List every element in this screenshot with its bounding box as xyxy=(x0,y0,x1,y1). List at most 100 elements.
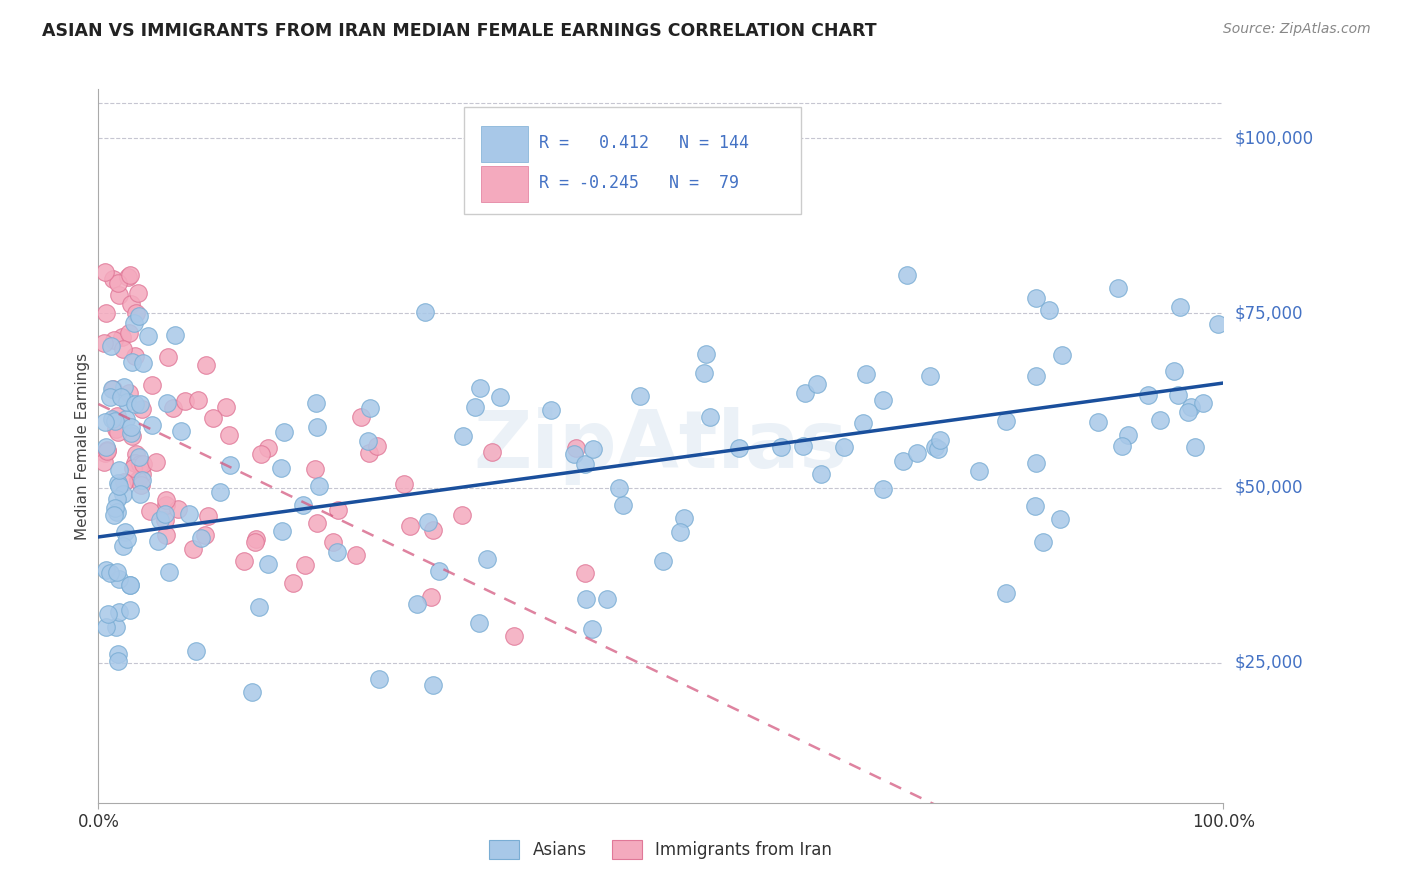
Point xyxy=(141,417,163,432)
Point xyxy=(181,541,204,556)
Point xyxy=(1167,387,1189,401)
Point xyxy=(117,533,139,547)
Point xyxy=(94,563,117,577)
Point xyxy=(103,272,125,286)
Text: $75,000: $75,000 xyxy=(1234,304,1303,322)
Point xyxy=(540,403,562,417)
Point xyxy=(153,508,176,522)
Point xyxy=(1025,456,1047,470)
Point xyxy=(124,349,146,363)
Point xyxy=(392,477,415,491)
Point xyxy=(105,409,128,424)
Point xyxy=(128,487,150,501)
Point xyxy=(107,476,129,491)
Point xyxy=(359,401,381,416)
Point xyxy=(93,335,115,350)
Point xyxy=(405,597,427,611)
Point xyxy=(110,390,132,404)
Point xyxy=(344,548,367,562)
Point xyxy=(111,343,134,357)
Point xyxy=(468,381,491,395)
Point xyxy=(155,513,177,527)
Point xyxy=(187,393,209,408)
Point xyxy=(1038,302,1060,317)
Point xyxy=(450,508,472,522)
Point xyxy=(131,401,153,416)
Point xyxy=(101,382,124,396)
Point xyxy=(98,566,121,580)
Point xyxy=(810,467,832,481)
Point xyxy=(924,440,946,454)
Point xyxy=(112,487,135,501)
Point xyxy=(927,442,949,456)
Point xyxy=(271,524,294,538)
Point xyxy=(124,456,146,470)
Point xyxy=(114,524,136,539)
Point xyxy=(699,409,721,424)
Point xyxy=(111,330,134,344)
Point xyxy=(693,366,716,380)
Point xyxy=(96,443,118,458)
Point xyxy=(240,684,263,698)
Point xyxy=(1025,292,1047,306)
Point xyxy=(163,328,186,343)
Point xyxy=(727,441,749,455)
Point xyxy=(146,534,169,549)
Point xyxy=(218,427,240,442)
Point xyxy=(481,445,503,459)
Point xyxy=(117,270,139,285)
Point xyxy=(108,605,131,619)
Point xyxy=(281,576,304,591)
Point xyxy=(132,458,155,472)
Point xyxy=(357,446,380,460)
Point xyxy=(304,462,326,476)
Point xyxy=(125,306,148,320)
Point xyxy=(291,499,314,513)
Point xyxy=(127,285,149,300)
Text: $50,000: $50,000 xyxy=(1234,479,1303,497)
Point xyxy=(129,457,152,471)
Point xyxy=(93,415,115,429)
Point xyxy=(195,358,218,372)
Point xyxy=(155,528,177,542)
Point xyxy=(118,578,141,592)
Point xyxy=(96,442,118,457)
Point xyxy=(368,673,391,687)
Point xyxy=(124,397,146,411)
Point xyxy=(107,425,129,439)
Point xyxy=(100,338,122,352)
Point xyxy=(581,623,603,637)
Point xyxy=(422,523,444,537)
Point xyxy=(97,607,120,622)
Point xyxy=(872,482,894,496)
Point xyxy=(1191,395,1213,409)
Point xyxy=(770,440,793,454)
Point xyxy=(94,620,117,634)
Point xyxy=(891,454,914,468)
Point xyxy=(270,461,292,475)
Point xyxy=(413,304,436,318)
Point xyxy=(104,414,127,428)
Point xyxy=(122,460,145,475)
Point xyxy=(141,378,163,392)
Point xyxy=(607,482,630,496)
Point xyxy=(105,492,128,507)
Text: $100,000: $100,000 xyxy=(1234,129,1313,147)
Point xyxy=(1163,364,1185,378)
Point xyxy=(215,400,238,414)
Point xyxy=(257,441,280,455)
Point xyxy=(111,539,134,553)
Point xyxy=(148,513,170,527)
Point xyxy=(131,467,153,481)
Point xyxy=(125,447,148,461)
Point xyxy=(128,310,150,324)
Point xyxy=(127,473,149,487)
Point xyxy=(245,532,267,546)
FancyBboxPatch shape xyxy=(481,166,529,202)
Point xyxy=(896,268,918,282)
Point xyxy=(120,603,142,617)
Point xyxy=(855,367,877,381)
Point xyxy=(107,655,129,669)
Point xyxy=(1180,400,1202,414)
Point xyxy=(422,678,444,692)
